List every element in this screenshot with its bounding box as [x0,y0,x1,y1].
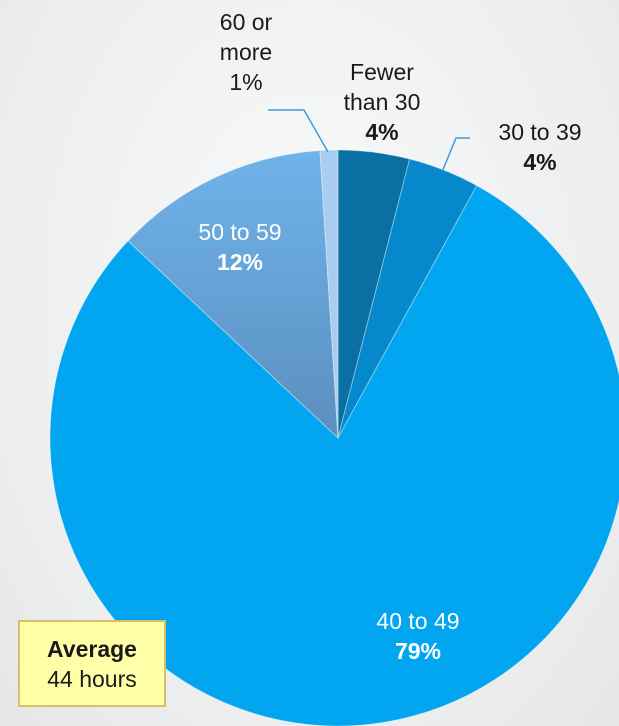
slice-value-label: 79% [395,638,441,664]
slice-value-label: 12% [217,249,263,275]
pie-slice-4 [319,149,339,439]
average-value: 44 hours [47,666,137,692]
pie-slice-3 [127,150,339,440]
slice-label-line: 30 to 39 [498,119,581,145]
slice-label-4: 60 or more 1% [220,9,273,95]
slice-label-line: 40 to 49 [376,608,459,634]
slice-value-label: 4% [365,119,398,145]
slice-label-1: 30 to 39 4% [498,119,581,175]
pie-slice-1 [337,158,478,439]
slice-label-2: 40 to 49 79% [376,608,459,664]
average-title: Average [47,636,137,662]
pie-slice-2 [49,184,619,726]
leader-line-4 [268,109,329,153]
slice-label-line: more [220,39,272,65]
average-callout: Average 44 hours [18,620,166,707]
slice-label-0: Fewer than 30 4% [344,59,421,145]
slice-label-line: than 30 [344,89,421,115]
slice-label-line: Fewer [350,59,414,85]
pie-slice-0 [337,149,411,439]
slice-value-label: 1% [229,69,262,95]
leader-line-1 [441,137,470,173]
slice-label-3: 50 to 59 12% [198,219,281,275]
slice-label-line: 50 to 59 [198,219,281,245]
slice-value-label: 4% [523,149,556,175]
slice-label-line: 60 or [220,9,273,35]
